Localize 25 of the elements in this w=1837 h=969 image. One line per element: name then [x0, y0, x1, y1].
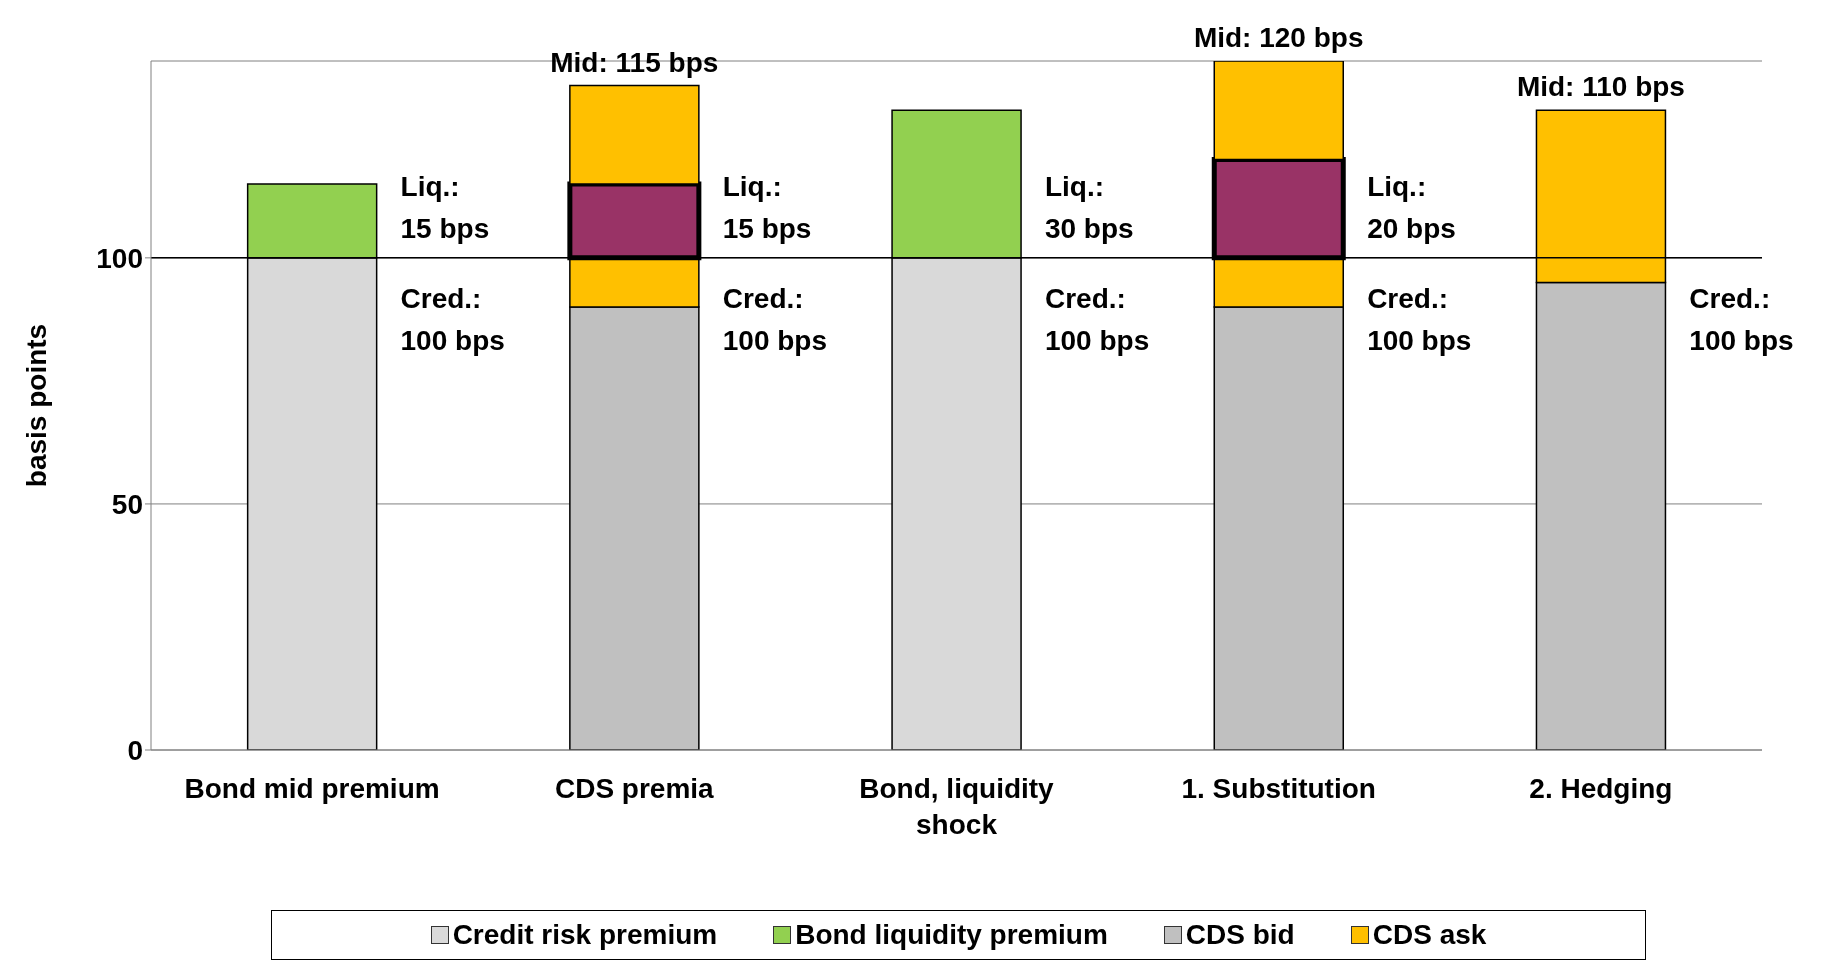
annotation: Liq.: 20 bps	[1367, 170, 1456, 244]
y-tick-label: 100	[96, 242, 143, 274]
legend-label: Bond liquidity premium	[795, 919, 1108, 951]
y-tick-label: 0	[127, 734, 143, 766]
annotation: Mid: 110 bps	[1516, 71, 1685, 103]
y-tick-label: 50	[111, 488, 143, 520]
annotation: Liq.: 30 bps	[1044, 170, 1134, 244]
x-tick-label: Bond, liquidity shock	[859, 773, 1055, 840]
annotation: Cred.: 100 bps	[1367, 282, 1472, 356]
legend-label: Credit risk premium	[452, 919, 718, 951]
annotation: Mid: 115 bps	[550, 46, 719, 78]
legend-label: CDS ask	[1372, 919, 1487, 951]
x-tick-label: CDS premia	[554, 773, 715, 804]
annotation: Mid: 120 bps	[1193, 22, 1364, 53]
annotation: Cred.: 100 bps	[1044, 282, 1150, 356]
x-tick-label: Bond mid premium	[184, 773, 440, 804]
annotation: Liq.: 15 bps	[722, 170, 812, 244]
x-tick-label: 2. Hedging	[1529, 773, 1673, 804]
annotation: Cred.: 100 bps	[722, 282, 828, 356]
annotation: Liq.: 15 bps	[400, 170, 490, 244]
y-axis-title: basis points	[20, 323, 52, 488]
annotation: Cred.: 100 bps	[400, 282, 505, 356]
legend-label: CDS bid	[1185, 919, 1295, 951]
x-tick-label: 1. Substitution	[1181, 773, 1376, 804]
annotation: Cred.: 100 bps	[1689, 282, 1794, 356]
